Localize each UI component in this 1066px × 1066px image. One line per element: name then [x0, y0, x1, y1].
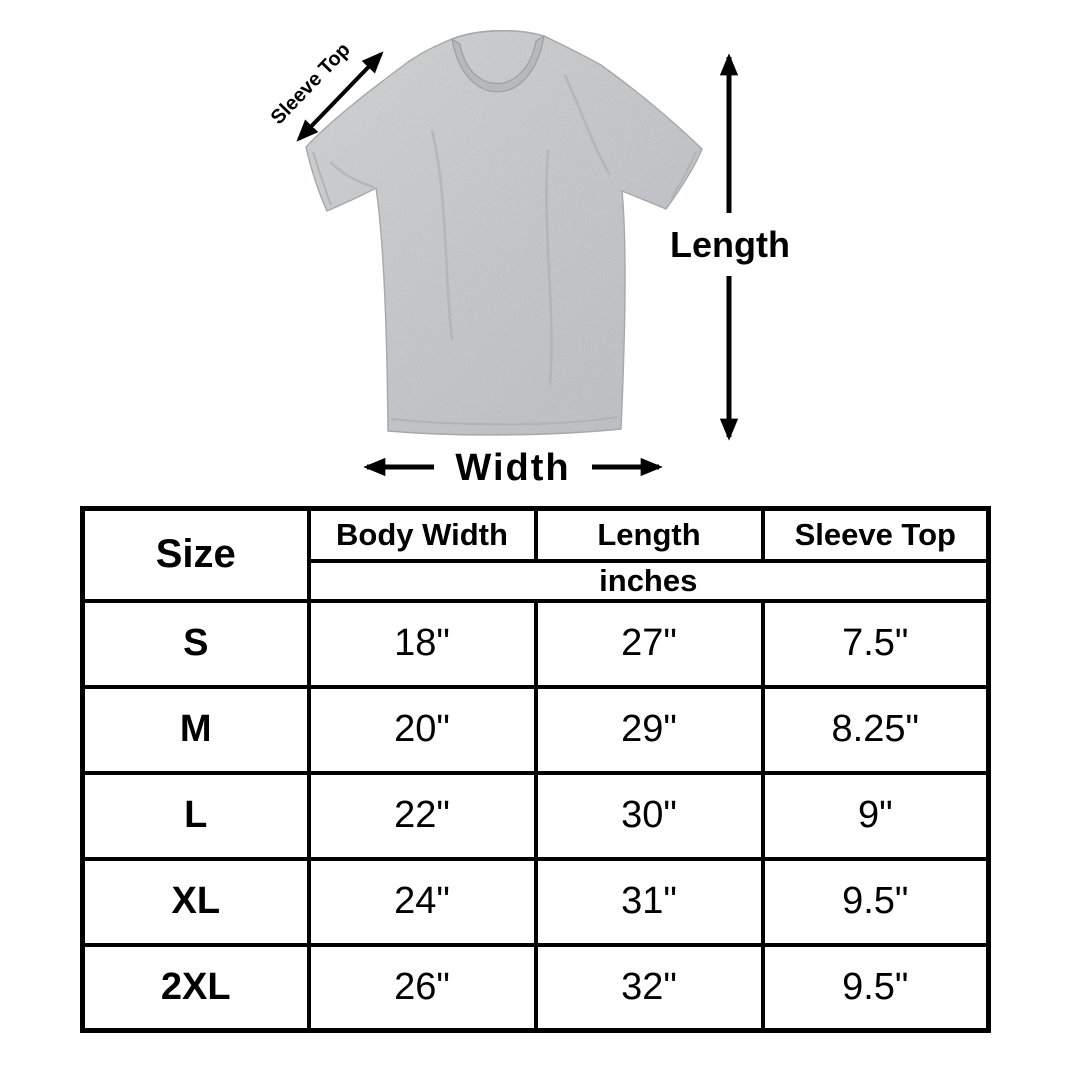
value-cell: 9.5": [760, 942, 991, 1033]
value-cell: 30": [533, 770, 765, 861]
size-cell: 2XL: [80, 942, 311, 1033]
value-cell: 29": [533, 684, 765, 775]
sleeve-top-arrow: [296, 51, 384, 142]
value-cell: 32": [533, 942, 765, 1033]
value-cell: 22": [306, 770, 538, 861]
width-label: Width: [455, 447, 570, 489]
value-cell: 18": [306, 598, 538, 689]
size-cell: L: [80, 770, 311, 861]
value-cell: 31": [533, 856, 765, 947]
tshirt-measurement-diagram: Sleeve Top Length Width: [267, 30, 790, 489]
size-cell: S: [80, 598, 311, 689]
length-label: Length: [670, 224, 790, 265]
value-cell: 9": [760, 770, 991, 861]
table-row: XL 24" 31" 9.5": [80, 856, 991, 947]
size-cell: M: [80, 684, 311, 775]
value-cell: 20": [306, 684, 538, 775]
table-row: M 20" 29" 8.25": [80, 684, 991, 775]
value-cell: 7.5": [760, 598, 991, 689]
table-row: 2XL 26" 32" 9.5": [80, 942, 991, 1033]
size-table: Size Body Width Length Sleeve Top inches…: [80, 506, 991, 1033]
header-body-width: Body Width: [306, 506, 538, 563]
unit-row-label: inches: [306, 558, 991, 603]
header-sleeve-top: Sleeve Top: [760, 506, 991, 563]
value-cell: 9.5": [760, 856, 991, 947]
value-cell: 26": [306, 942, 538, 1033]
value-cell: 8.25": [760, 684, 991, 775]
value-cell: 24": [306, 856, 538, 947]
size-cell: XL: [80, 856, 311, 947]
value-cell: 27": [533, 598, 765, 689]
table-row: S 18" 27" 7.5": [80, 598, 991, 689]
tshirt-image: [305, 30, 703, 436]
table-row: L 22" 30" 9": [80, 770, 991, 861]
header-length: Length: [533, 506, 765, 563]
header-size: Size: [80, 506, 311, 603]
